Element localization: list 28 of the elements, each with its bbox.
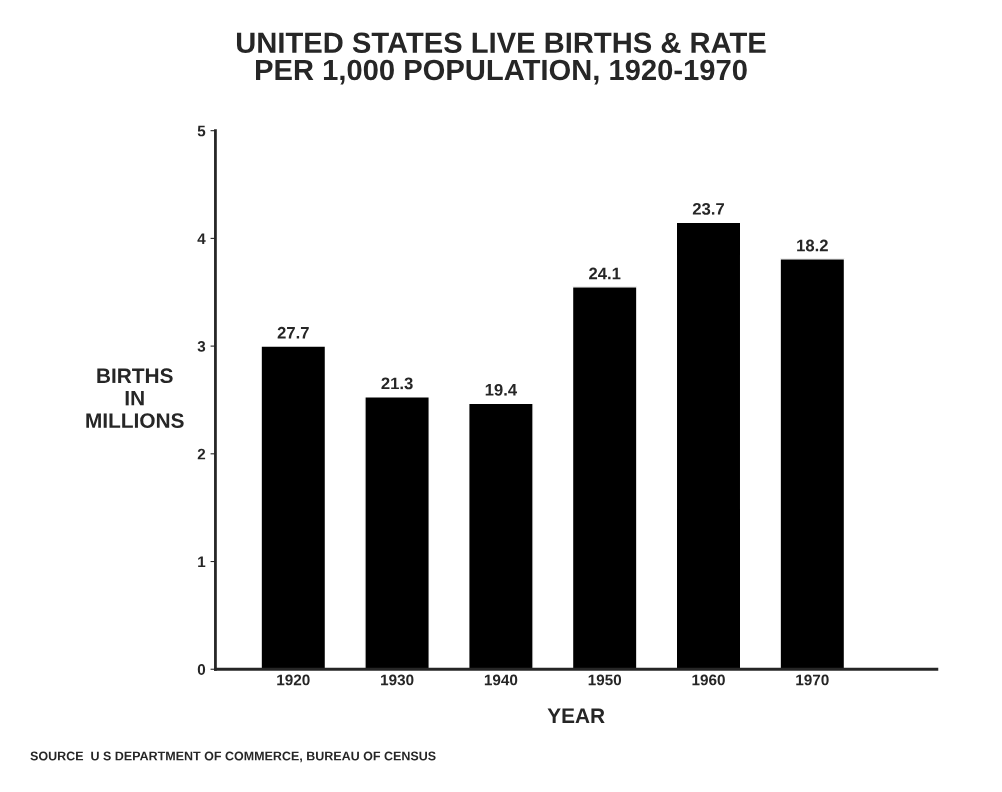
source-note: SOURCE U S DEPARTMENT OF COMMERCE, BUREAU OF CENSUS bbox=[30, 751, 436, 763]
annotation: 24.1 bbox=[589, 267, 621, 280]
bar bbox=[260, 345, 327, 670]
bar bbox=[779, 258, 846, 670]
chart-title: UNITED STATES LIVE BIRTHS & RATE PER 1,000 POPULATION, 1920-1970 bbox=[236, 32, 766, 85]
y-tick-label: 3 bbox=[197, 340, 206, 352]
annotation: 19.4 bbox=[485, 383, 518, 396]
y-tick-label: 0 bbox=[197, 664, 206, 675]
x-axis-title: YEAR bbox=[547, 708, 605, 723]
annotation: 23.7 bbox=[692, 202, 724, 215]
y-tick-label: 1 bbox=[198, 556, 206, 568]
annotation: 18.2 bbox=[797, 239, 828, 252]
x-tick-label: 1970 bbox=[796, 674, 829, 686]
bar bbox=[364, 396, 430, 670]
annotation: 27.7 bbox=[277, 326, 309, 339]
bar bbox=[675, 221, 742, 670]
x-tick-label: 1930 bbox=[381, 674, 414, 686]
y-tick-label: 5 bbox=[197, 125, 206, 137]
y-tick-label: 2 bbox=[197, 448, 206, 460]
x-tick-label: 1940 bbox=[484, 674, 518, 686]
y-tick-label: 4 bbox=[197, 233, 206, 244]
bar bbox=[571, 286, 638, 670]
x-tick-label: 1950 bbox=[588, 674, 622, 686]
x-tick-label: 1960 bbox=[692, 674, 725, 686]
bar bbox=[468, 402, 534, 670]
y-axis-title: BIRTHS IN MILLIONS bbox=[86, 368, 184, 428]
x-tick-label: 1920 bbox=[277, 674, 310, 686]
annotation: 21.3 bbox=[381, 377, 413, 390]
